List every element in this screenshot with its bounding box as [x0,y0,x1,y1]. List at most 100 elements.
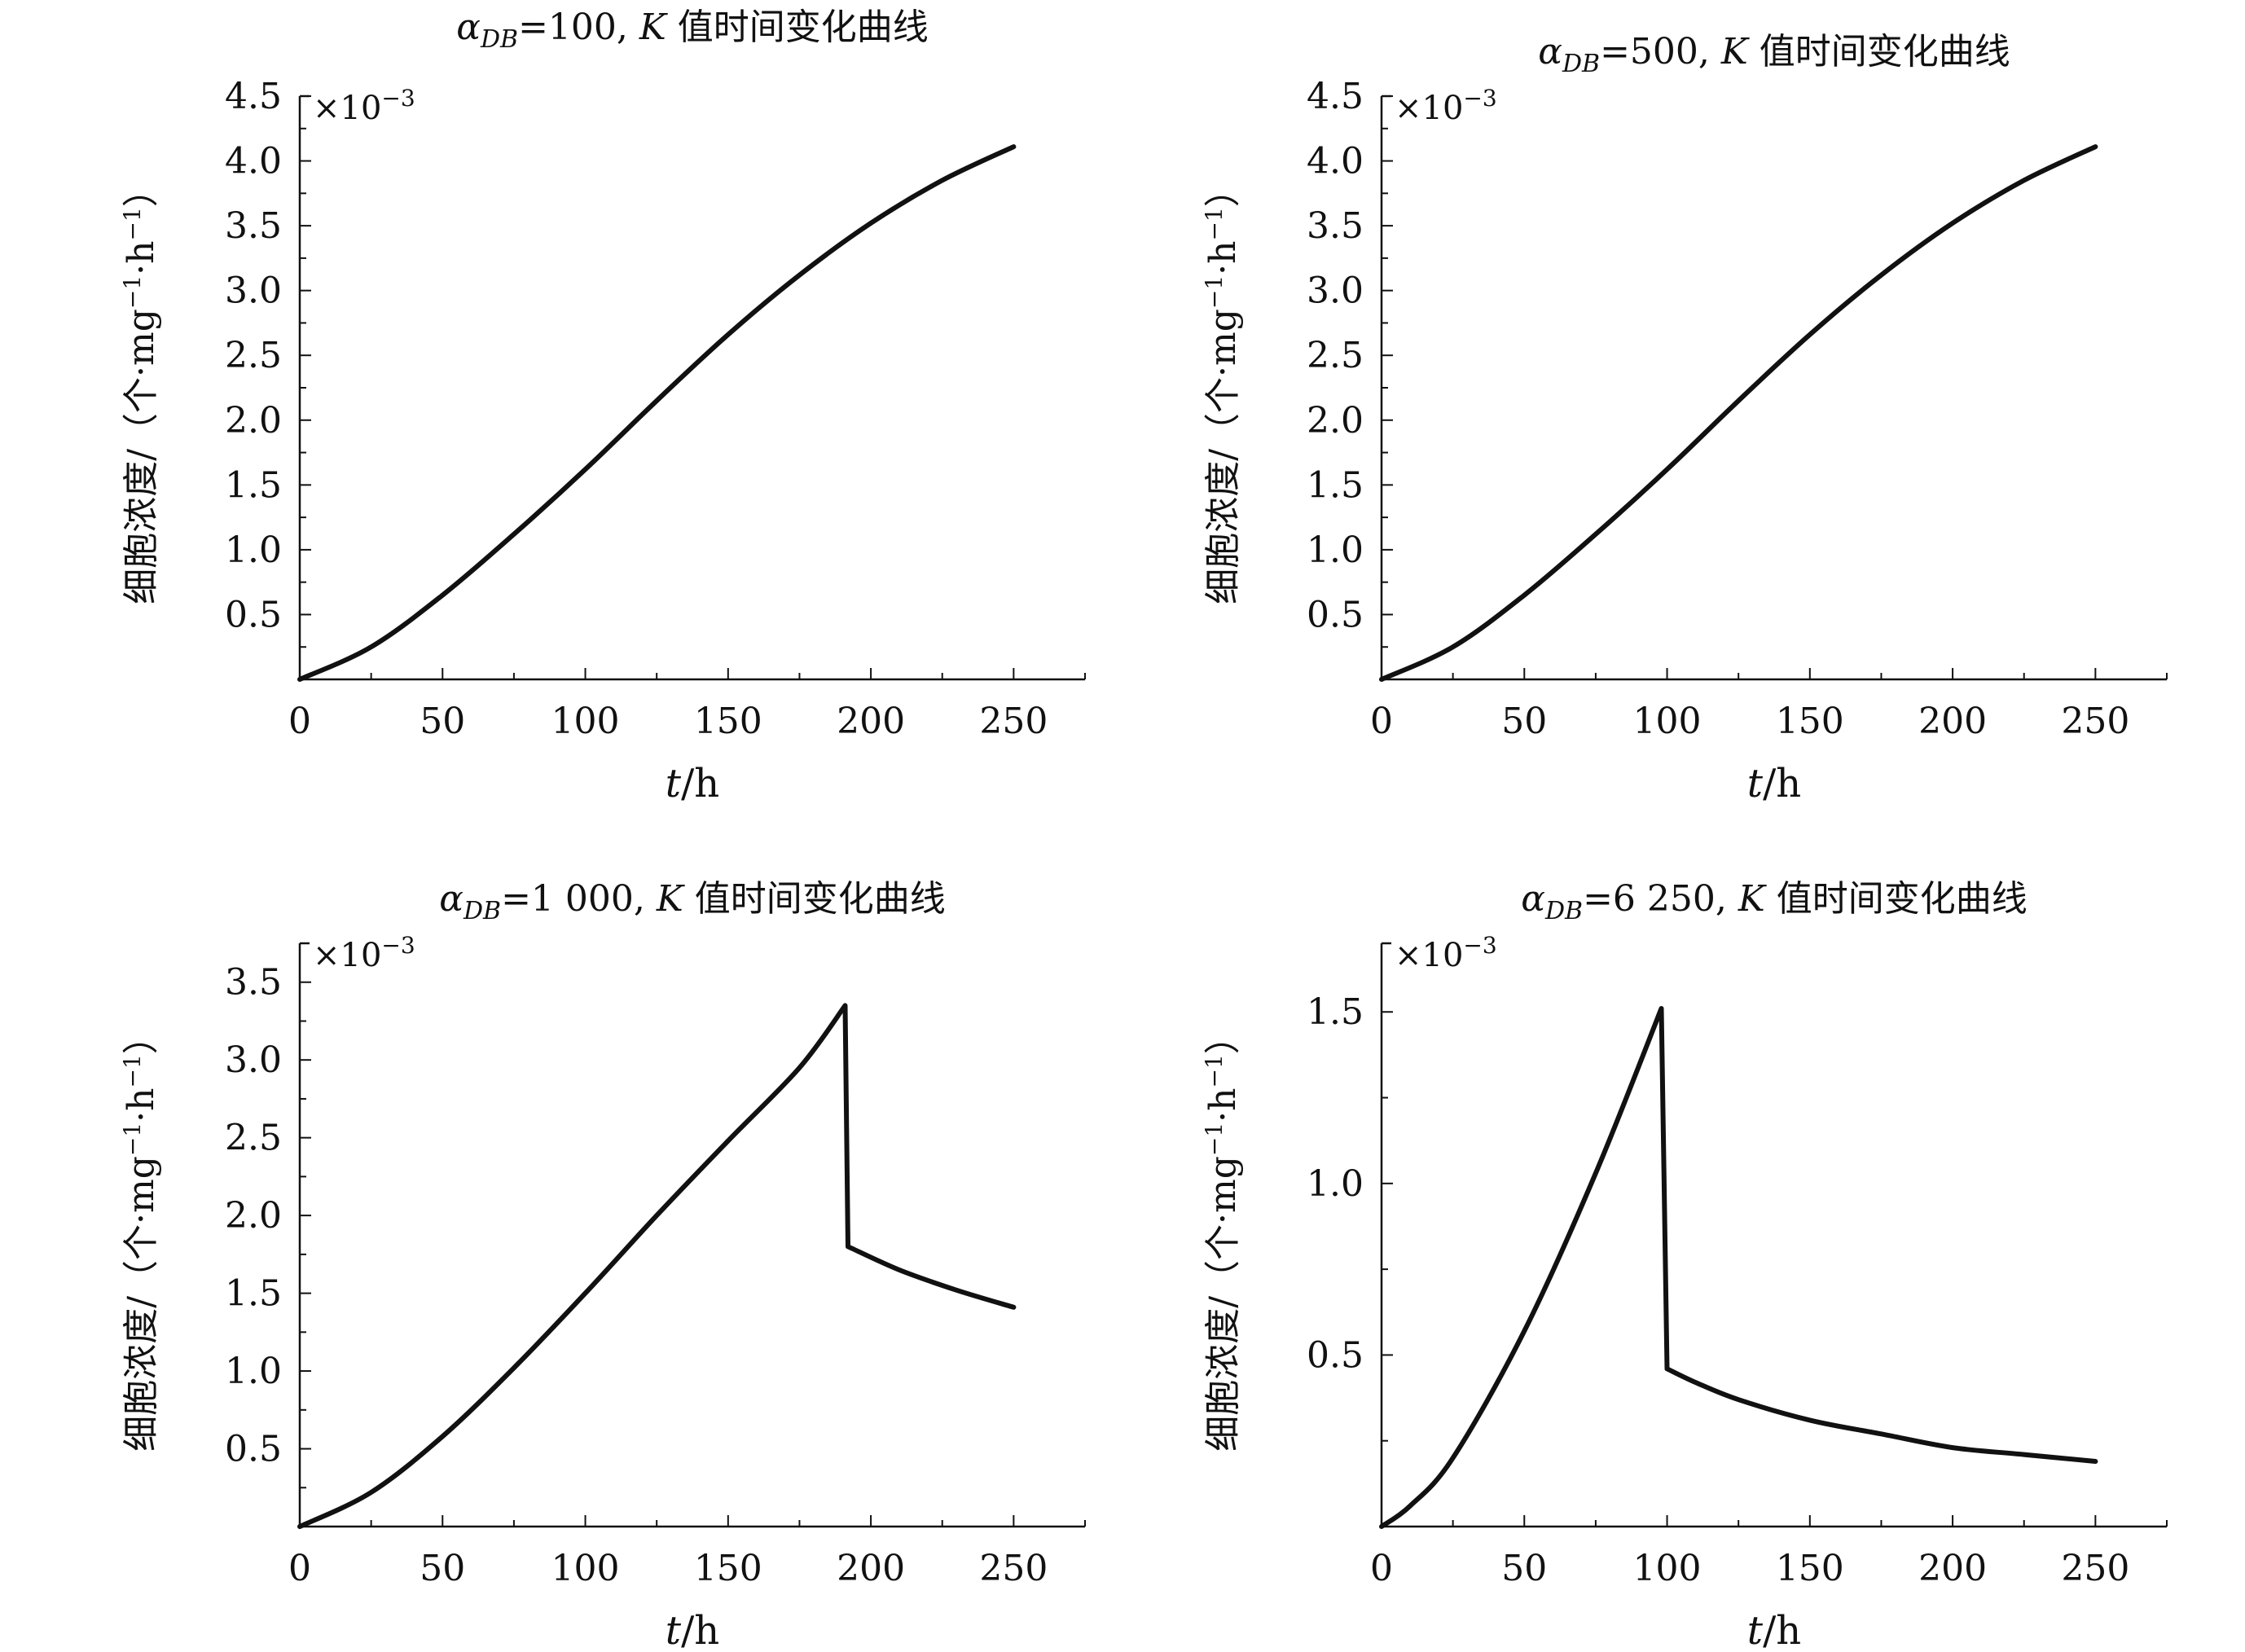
y-tick-label: 4.5 [225,76,282,117]
scale-factor: ×10−3 [313,932,415,974]
y-axis-label: 细胞浓度/（个·mg−1·h−1） [1201,1018,1244,1452]
series-line [1379,144,2098,682]
y-tick-label: 0.5 [225,594,282,635]
scale-exponent: −3 [1463,932,1496,959]
title-subscript: DB [1544,897,1583,925]
x-tick-label: 250 [979,701,1048,742]
scale-factor: ×10−3 [1395,932,1497,974]
x-tick-label: 150 [1776,701,1844,742]
y-tick-label: 1.5 [225,464,282,506]
y-tick-label: 3.0 [1307,270,1364,312]
scale-base: ×10 [313,90,381,127]
title-k: K [1720,31,1750,72]
title-suffix: 值时间变化曲线 [1748,31,2010,72]
x-tick-label: 250 [2061,1548,2129,1589]
chart-panel-3: αDB=1 000, K 值时间变化曲线 0 50 100 150 200 250 0.5 1.… [119,878,1086,1652]
y-tick-label: 0.5 [1307,1334,1364,1376]
x-axis-var: t [1747,1608,1764,1652]
y-tick-label: 2.0 [1307,400,1364,442]
x-axis-var: t [666,761,682,806]
x-tick-label: 50 [1501,701,1547,742]
title-suffix: 值时间变化曲线 [683,878,946,920]
y-tick-label: 2.0 [225,400,282,442]
x-axis-label: t/h [666,1608,719,1652]
y-tick-label: 3.5 [225,962,282,1004]
x-tick-label: 100 [1633,701,1702,742]
title-value: =6 250, [1583,878,1738,920]
x-axis-label: t/h [1747,1608,1801,1652]
y-tick-label: 3.0 [225,1039,282,1081]
title-alpha: α [456,7,481,48]
x-axis-label: t/h [1747,761,1801,806]
title-alpha: α [1521,878,1545,920]
y-axis-label: 细胞浓度/（个·mg−1·h−1） [1201,171,1244,604]
y-label-sup1: −1 [119,275,146,309]
title-subscript: DB [480,25,518,54]
chart-panel-4: αDB=6 250, K 值时间变化曲线 0 50 100 150 200 250 0.5 1.… [1201,878,2168,1652]
x-tick-label: 50 [1501,1548,1547,1589]
y-label-mid: ·h [121,240,162,275]
y-tick-label: 3.0 [225,270,282,312]
y-label-sup2: −1 [119,1054,146,1087]
chart-panel-2: αDB=500, K 值时间变化曲线 0 50 100 150 200 250 0.5 1.0 1… [1201,31,2168,806]
y-tick-label: 4.5 [1307,76,1364,117]
y-label-end: ） [1202,171,1244,207]
series-line [1379,1006,2098,1529]
x-tick-label: 0 [1370,701,1393,742]
x-tick-label: 100 [551,1548,620,1589]
title-value: =500, [1600,31,1721,72]
title-value: =1 000, [501,878,657,920]
scale-base: ×10 [1395,90,1463,127]
y-tick-label: 3.5 [225,205,282,247]
y-label-sup1: −1 [1201,275,1228,309]
x-tick-label: 200 [837,701,905,742]
x-tick-label: 0 [288,1548,311,1589]
scale-exponent: −3 [1463,85,1496,112]
x-axis-unit: /h [1763,1608,1801,1652]
y-tick-label: 1.0 [1307,529,1364,571]
title-subscript: DB [463,897,501,925]
chart-title: αDB=100, K 值时间变化曲线 [456,7,929,54]
x-tick-label: 250 [979,1548,1048,1589]
y-tick-label: 1.5 [1307,464,1364,506]
title-k: K [1738,878,1767,920]
chart-panel-1: αDB=100, K 值时间变化曲线 0 50 100 150 200 250 0.5 1.0 1… [119,7,1086,806]
y-axis-label: 细胞浓度/（个·mg−1·h−1） [119,171,162,604]
title-k: K [639,7,668,48]
y-tick-label: 4.0 [225,141,282,182]
x-tick-label: 50 [420,701,465,742]
scale-factor: ×10−3 [313,85,415,127]
y-tick-label: 2.5 [225,335,282,376]
title-alpha: α [1538,31,1562,72]
y-label-main: 细胞浓度/（个·mg [121,1156,162,1452]
x-axis-unit: /h [1763,761,1801,806]
x-axis-var: t [1747,761,1764,806]
title-suffix: 值时间变化曲线 [666,7,929,48]
x-tick-label: 50 [420,1548,465,1589]
scale-base: ×10 [313,937,381,974]
y-tick-label: 4.0 [1307,141,1364,182]
x-tick-label: 150 [1776,1548,1844,1589]
title-k: K [656,878,685,920]
title-suffix: 值时间变化曲线 [1765,878,2028,920]
y-tick-label: 1.0 [225,1351,282,1392]
y-tick-label: 0.5 [225,1429,282,1470]
scale-exponent: −3 [381,85,415,112]
y-tick-label: 1.5 [225,1273,282,1315]
y-label-main: 细胞浓度/（个·mg [1202,309,1244,604]
y-label-sup2: −1 [119,207,146,240]
x-axis-var: t [666,1608,682,1652]
x-tick-label: 250 [2061,701,2129,742]
chart-title: αDB=6 250, K 值时间变化曲线 [1521,878,2028,925]
x-axis-unit: /h [681,761,719,806]
title-subscript: DB [1562,50,1600,78]
y-tick-label: 1.0 [225,529,282,571]
y-label-sup2: −1 [1201,1054,1228,1087]
scale-base: ×10 [1395,937,1463,974]
y-tick-label: 1.5 [1307,991,1364,1033]
y-tick-label: 2.5 [225,1118,282,1159]
y-label-sup1: −1 [1201,1123,1228,1156]
y-label-main: 细胞浓度/（个·mg [121,309,162,604]
x-axis-unit: /h [681,1608,719,1652]
y-label-mid: ·h [1202,1087,1244,1122]
